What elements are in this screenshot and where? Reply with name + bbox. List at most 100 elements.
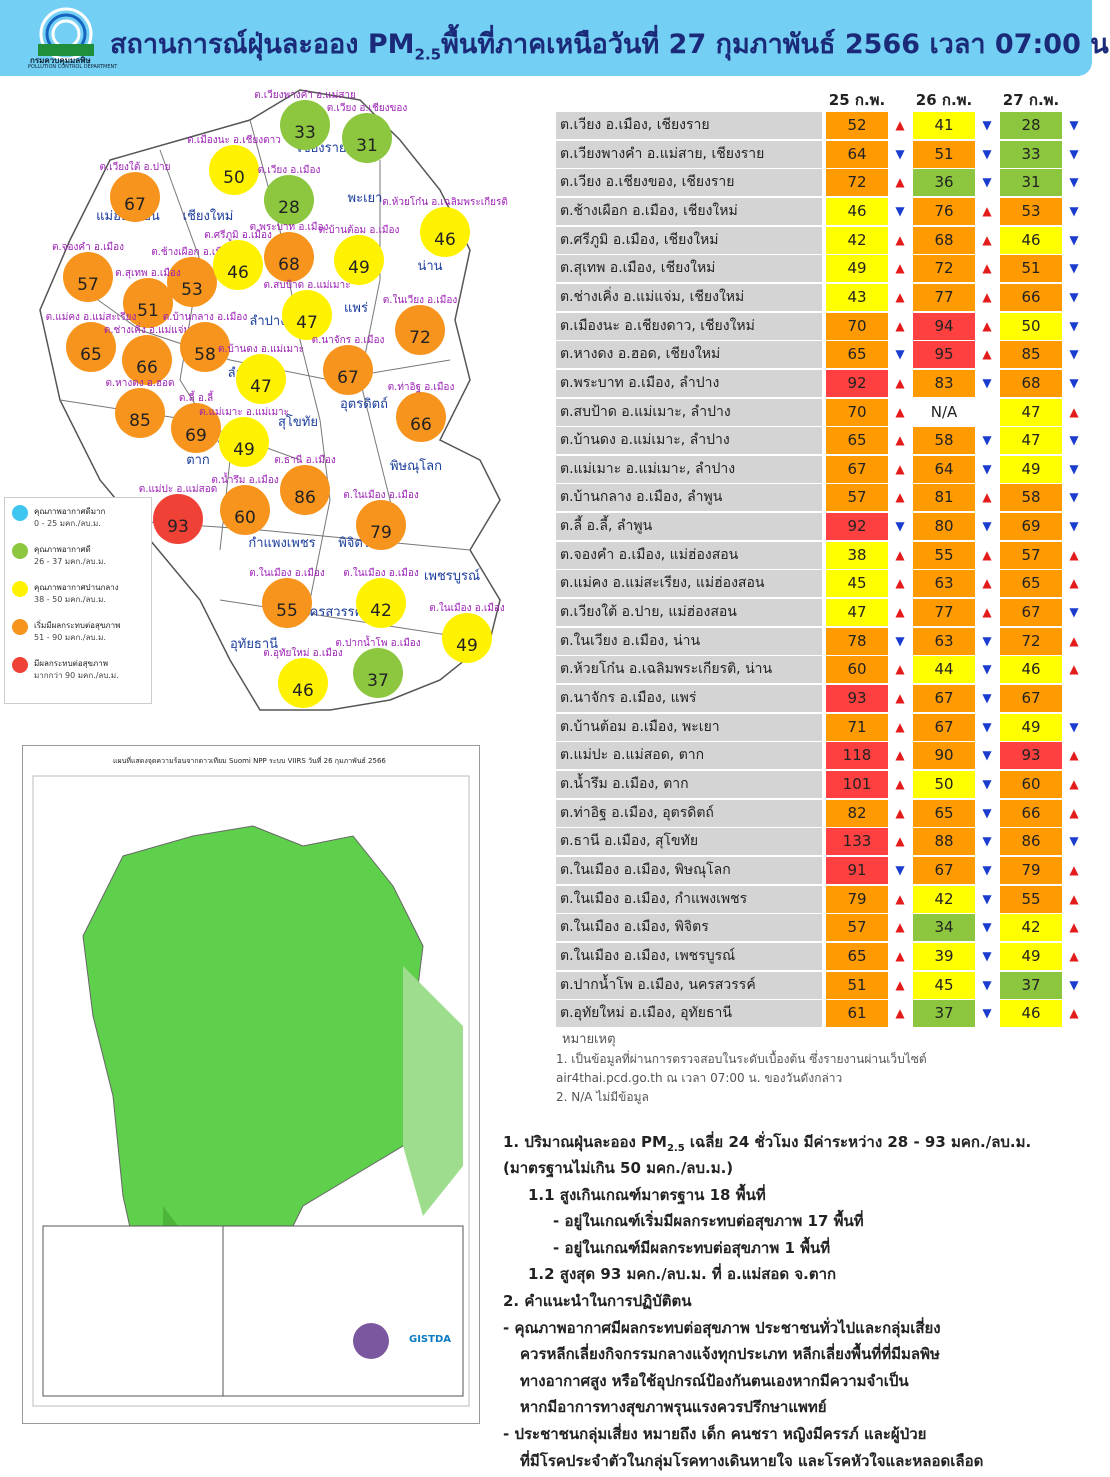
- pm-value: 70: [826, 312, 888, 340]
- province-label: เชียงใหม่: [183, 208, 234, 224]
- station-name: ต.แม่คง อ.แม่สะเรียง, แม่ฮ่องสอน: [556, 570, 822, 598]
- station-value: 67: [337, 368, 359, 388]
- trend-arrow: ▲: [982, 547, 992, 562]
- station-name: ต.บ้านกลาง อ.เมือง, ลำพูน: [556, 484, 822, 512]
- aqi-bubble: [262, 578, 312, 628]
- trend-arrow: ▲: [1069, 748, 1079, 763]
- station-value: 47: [296, 313, 318, 333]
- pm-value: 93: [826, 685, 888, 712]
- station-value: 58: [194, 345, 216, 365]
- trend-arrow: ▼: [895, 347, 905, 362]
- station-name: ต.นาจักร อ.เมือง, แพร่: [556, 685, 822, 712]
- pm-value: 55: [913, 541, 975, 569]
- title: สถานการณ์ฝุ่นละออง PM2.5พื้นที่ภาคเหนือว…: [110, 22, 1110, 65]
- trend-arrow: ▲: [982, 232, 992, 247]
- trend-arrow: ▼: [895, 633, 905, 648]
- pm-value: 65: [913, 799, 975, 827]
- trend-arrow: ▼: [1069, 605, 1079, 620]
- legend-name: เริ่มมีผลกระทบต่อสุขภาพ: [34, 621, 121, 630]
- station-name: ต.เวียงพางคำ อ.แม่สาย, เชียงราย: [556, 140, 822, 168]
- trend-arrow: ▼: [982, 977, 992, 992]
- trend-arrow: ▲: [895, 891, 905, 906]
- legend-range: 51 - 90 มคก./ลบ.ม.: [34, 633, 106, 642]
- pm-value: 94: [913, 312, 975, 340]
- station-label: ต.ในเมือง อ.เมือง: [429, 602, 505, 614]
- pm-value: 66: [1000, 799, 1062, 827]
- trend-arrow: ▼: [1069, 719, 1079, 734]
- trend-arrow: ▲: [895, 748, 905, 763]
- pm-value: 55: [1000, 885, 1062, 913]
- notes-title: หมายเหตุ: [562, 1032, 616, 1047]
- pm-value: 64: [826, 140, 888, 168]
- pm-value: 82: [826, 799, 888, 827]
- station-value: 55: [276, 601, 298, 621]
- trend-arrow: ▼: [982, 691, 992, 705]
- satellite-credit: GISTDA: [409, 1334, 451, 1345]
- station-value: 93: [167, 517, 189, 537]
- legend-swatch: [12, 505, 28, 521]
- trend-arrow: ▲: [895, 834, 905, 849]
- pm-value: 67: [826, 455, 888, 483]
- pm-value: 60: [826, 656, 888, 684]
- aqi-bubble: [236, 354, 286, 404]
- station-label: ต.แม่ปะ อ.แม่สอด: [139, 484, 217, 495]
- logo-name: กรมควบคุมมลพิษ: [30, 56, 91, 65]
- pm-value: 37: [1000, 971, 1062, 999]
- logo: [38, 7, 94, 61]
- pm-value: 45: [913, 971, 975, 999]
- trend-arrow: ▼: [982, 662, 992, 677]
- station-label: ต.นาจักร อ.เมือง: [312, 334, 385, 346]
- pm-value: 78: [826, 627, 888, 655]
- trend-arrow: ▲: [982, 605, 992, 620]
- pm-value: 76: [913, 197, 975, 225]
- pm-value: 67: [1000, 685, 1062, 712]
- station-label: ต.ในเมือง อ.เมือง: [343, 489, 419, 501]
- trend-arrow: ▼: [982, 748, 992, 763]
- legend-range: 0 - 25 มคก./ลบ.ม.: [34, 519, 101, 528]
- summary-line: - ประชาชนกลุ่มเสี่ยง หมายถึง เด็ก คนชรา …: [503, 1425, 927, 1443]
- trend-arrow: ▼: [982, 776, 992, 791]
- trend-arrow: ▲: [895, 289, 905, 304]
- trend-arrow: ▼: [982, 461, 992, 476]
- trend-arrow: ▲: [1069, 547, 1079, 562]
- pm-value: 88: [913, 828, 975, 856]
- note-line: 2. N/A ไม่มีข้อมูล: [556, 1090, 649, 1104]
- trend-arrow: ▲: [895, 948, 905, 963]
- pm-value: 69: [1000, 513, 1062, 541]
- trend-arrow: ▼: [1069, 261, 1079, 276]
- pm-value: 61: [826, 1000, 888, 1028]
- pm-value: 91: [826, 856, 888, 884]
- summary-part: 1. ปริมาณฝุ่นละออง PM: [503, 1133, 667, 1151]
- station-name: ต.เวียงใต้ อ.ปาย, แม่ฮ่องสอน: [556, 599, 822, 627]
- aqi-bubble: [356, 578, 406, 628]
- station-label: ต.แม่เมาะ อ.แม่เมาะ: [199, 407, 289, 418]
- legend-range: มากกว่า 90 มคก./ลบ.ม.: [34, 671, 119, 680]
- pm-value: 51: [826, 971, 888, 999]
- station-value: 72: [409, 328, 431, 348]
- pm-value: 85: [1000, 341, 1062, 369]
- pm-value: 42: [826, 226, 888, 254]
- station-value: 85: [129, 411, 151, 431]
- aqi-bubble: [280, 465, 330, 515]
- trend-arrow: ▲: [895, 605, 905, 620]
- station-value: 53: [181, 280, 203, 300]
- summary-sub: 2.5: [666, 1143, 685, 1154]
- station-label: ต.อุทัยใหม่ อ.เมือง: [263, 647, 343, 659]
- pm-value: 51: [913, 140, 975, 168]
- station-label: ต.ลี้ อ.ลี้: [179, 390, 214, 404]
- province-label: พิษณุโลก: [390, 458, 442, 474]
- trend-arrow: ▲: [895, 691, 905, 705]
- pm-value: 37: [913, 1000, 975, 1028]
- aqi-bubble: [353, 648, 403, 698]
- summary-line: - อยู่ในเกณฑ์เริ่มมีผลกระทบต่อสุขภาพ 17 …: [553, 1212, 864, 1231]
- pm-value: 71: [826, 713, 888, 741]
- station-name: ต.ปากน้ำโพ อ.เมือง, นครสวรรค์: [556, 971, 822, 999]
- trend-arrow: ▲: [895, 433, 905, 448]
- aqi-bubble: [278, 658, 328, 708]
- trend-arrow: ▲: [982, 318, 992, 333]
- station-label: ต.บ้านต้อม อ.เมือง: [319, 224, 400, 236]
- pm-value: 45: [826, 570, 888, 598]
- trend-arrow: ▲: [895, 977, 905, 992]
- summary-line: ทางอากาศสูง หรือใช้อุปกรณ์ป้องกันตนเองหา…: [520, 1371, 909, 1390]
- summary-line: 2. คำแนะนำในการปฏิบัติตน: [503, 1292, 692, 1310]
